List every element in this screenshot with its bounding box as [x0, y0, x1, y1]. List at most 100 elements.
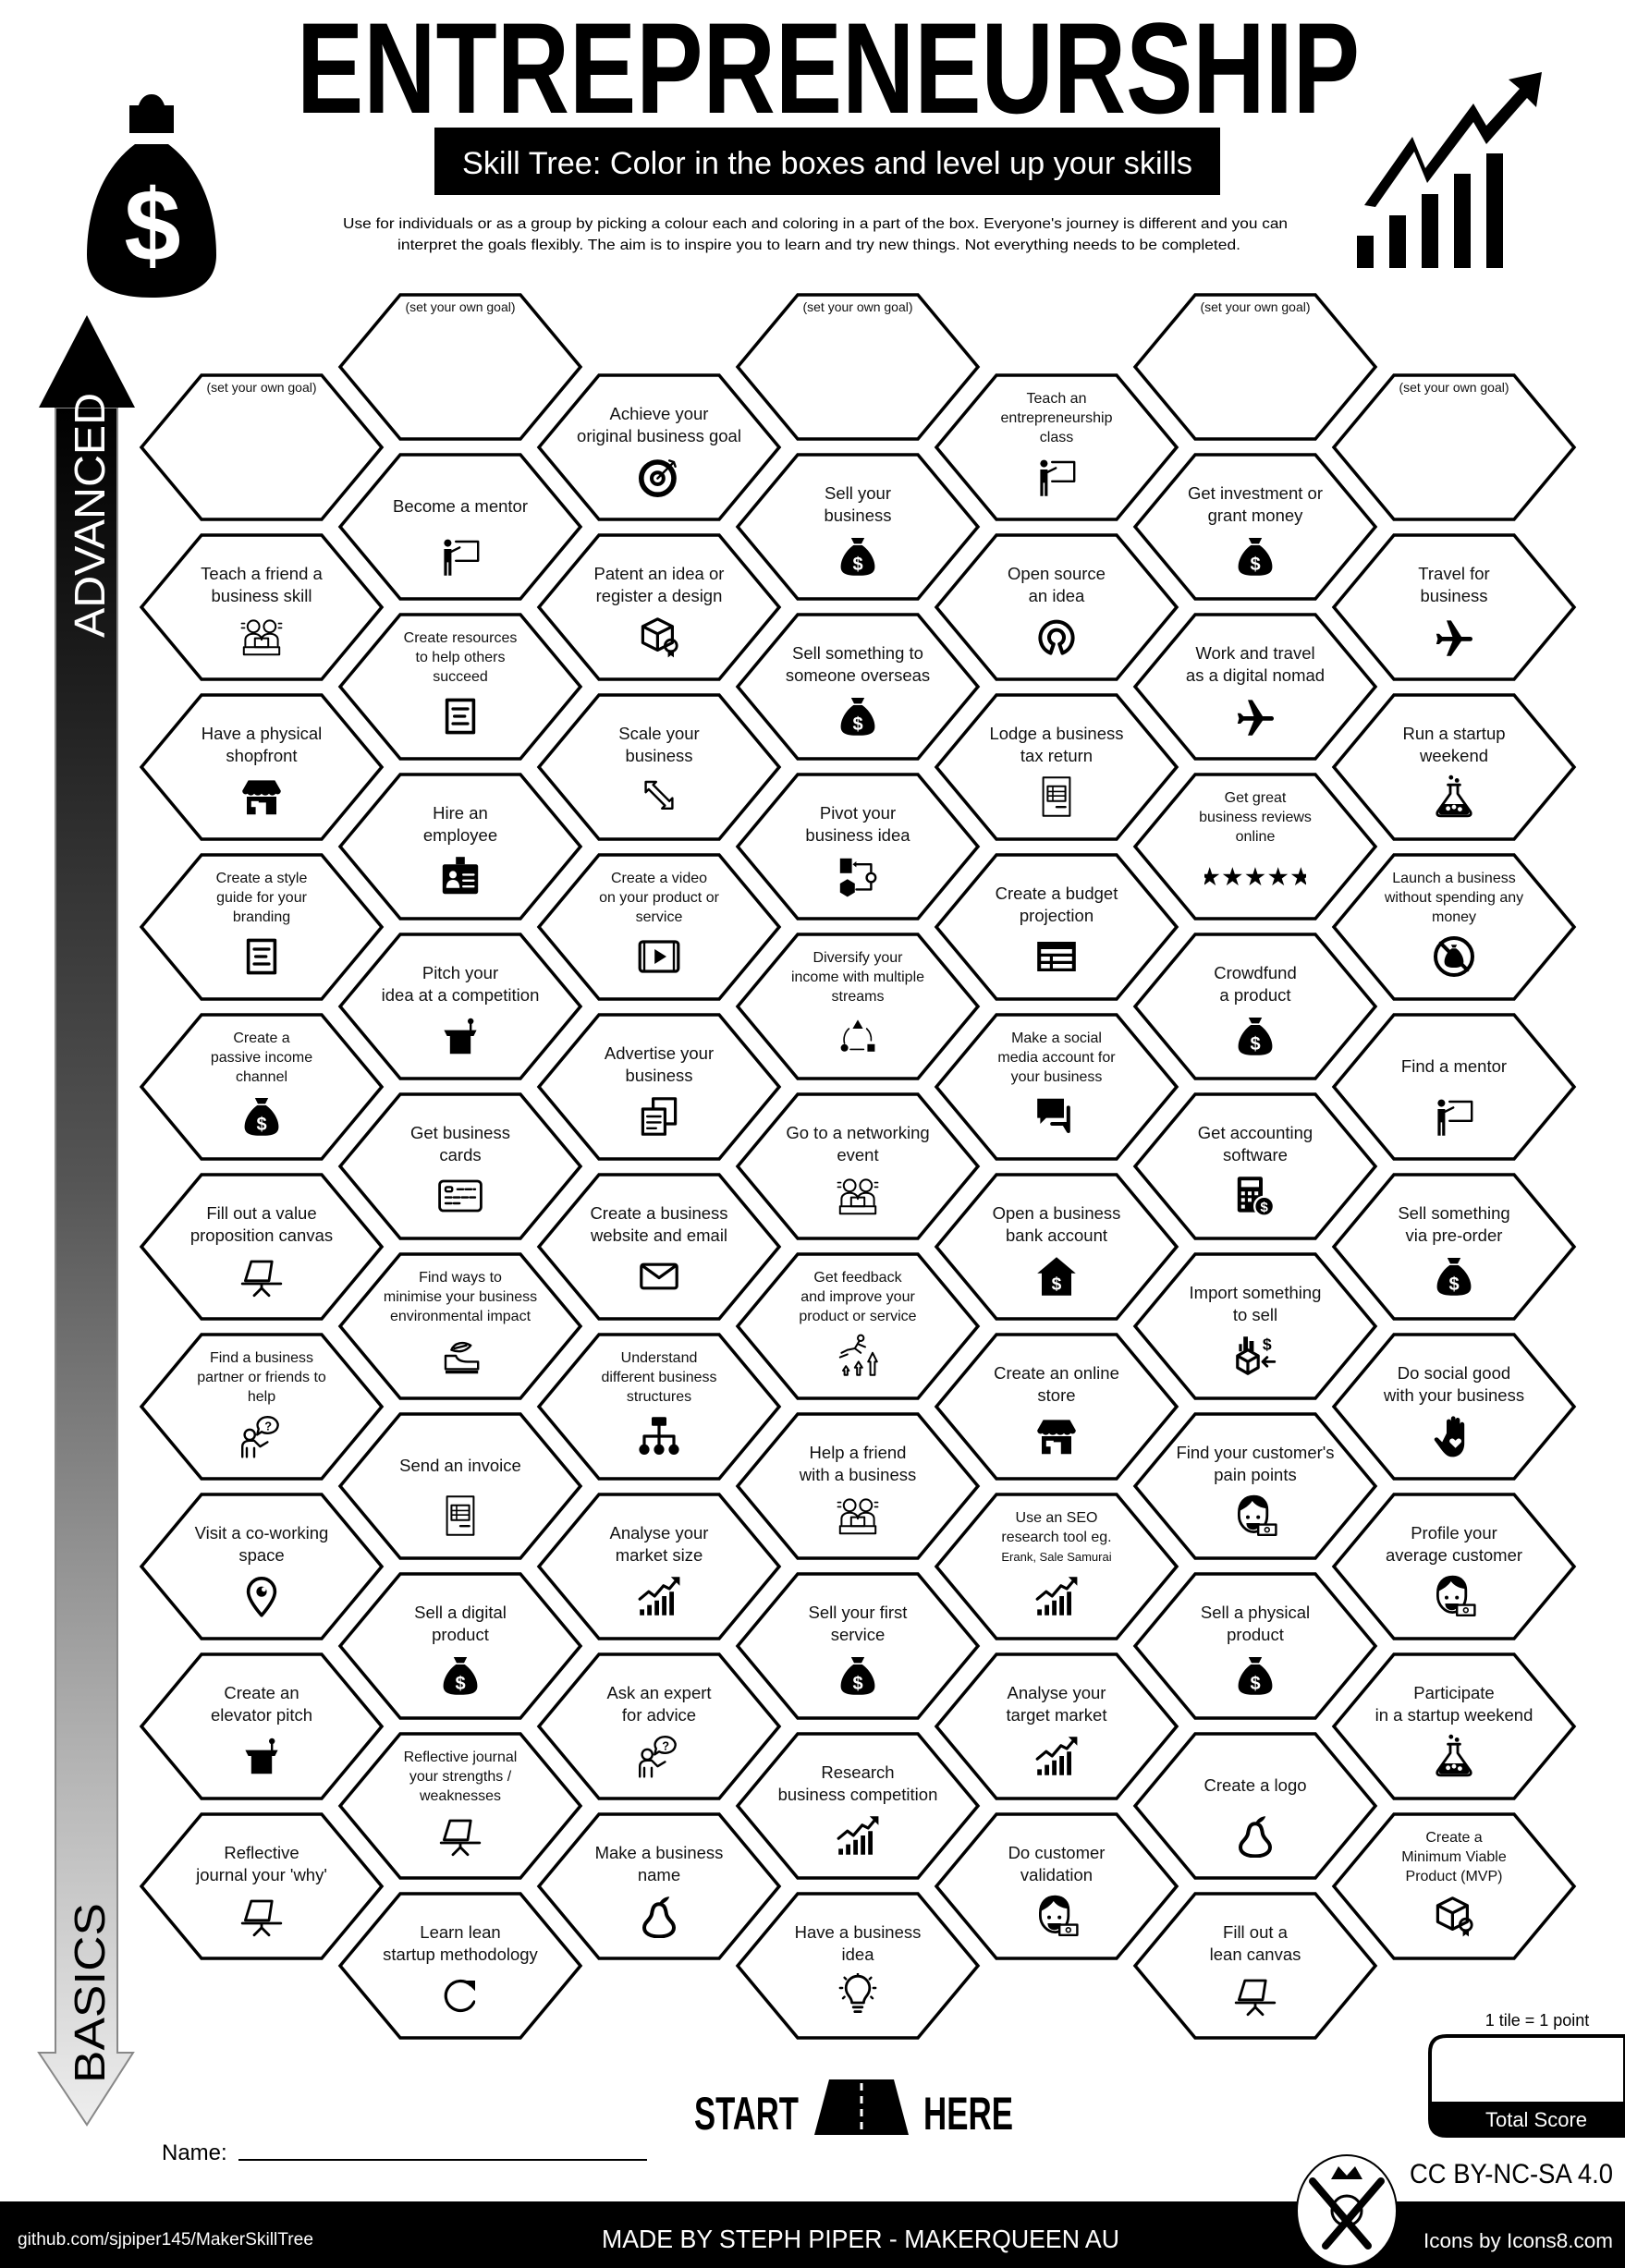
skill-tile[interactable]: Patent an idea or register a design: [536, 533, 782, 681]
skill-tile[interactable]: Run a startup weekend: [1331, 693, 1577, 841]
hex-box[interactable]: [934, 1652, 1179, 1800]
hex-box[interactable]: [139, 1013, 385, 1161]
skill-tile[interactable]: Open source an idea: [934, 533, 1179, 681]
hex-box[interactable]: [735, 1892, 981, 2040]
hex-box[interactable]: [1132, 773, 1378, 921]
hex-box[interactable]: [337, 613, 583, 761]
hex-box[interactable]: [934, 1333, 1179, 1481]
skill-tile[interactable]: Scale your business: [536, 693, 782, 841]
skill-tile[interactable]: Have a physical shopfront: [139, 693, 385, 841]
custom-goal-tile[interactable]: (set your own goal): [1132, 293, 1378, 441]
skill-tile[interactable]: Travel for business: [1331, 533, 1577, 681]
hex-box[interactable]: [1331, 1173, 1577, 1321]
hex-box[interactable]: [1132, 613, 1378, 761]
skill-tile[interactable]: Ask an expert for advice: [536, 1652, 782, 1800]
hex-box[interactable]: [735, 933, 981, 1080]
skill-tile[interactable]: Sell your business: [735, 453, 981, 601]
hex-box[interactable]: [934, 853, 1179, 1001]
hex-box[interactable]: [1331, 853, 1577, 1001]
hex-box[interactable]: [735, 1412, 981, 1560]
skill-tile[interactable]: Become a mentor: [337, 453, 583, 601]
hex-box[interactable]: [1132, 1892, 1378, 2040]
hex-box[interactable]: [735, 453, 981, 601]
hex-box[interactable]: [536, 1013, 782, 1161]
skill-tile[interactable]: Achieve your original business goal: [536, 373, 782, 521]
skill-tile[interactable]: Create a style guide for your branding: [139, 853, 385, 1001]
hex-box[interactable]: [536, 533, 782, 681]
hex-box[interactable]: [1132, 453, 1378, 601]
skill-tile[interactable]: Learn lean startup methodology: [337, 1892, 583, 2040]
hex-box[interactable]: [1331, 1652, 1577, 1800]
skill-tile[interactable]: Get great business reviews online: [1132, 773, 1378, 921]
hex-box[interactable]: [1331, 373, 1577, 521]
hex-box[interactable]: [536, 1173, 782, 1321]
skill-tile[interactable]: Go to a networking event: [735, 1092, 981, 1240]
skill-tile[interactable]: Find a mentor: [1331, 1013, 1577, 1161]
hex-box[interactable]: [337, 453, 583, 601]
custom-goal-tile[interactable]: (set your own goal): [337, 293, 583, 441]
hex-box[interactable]: [139, 1173, 385, 1321]
hex-box[interactable]: [1331, 1333, 1577, 1481]
hex-box[interactable]: [337, 1572, 583, 1720]
hex-box[interactable]: [139, 693, 385, 841]
skill-tile[interactable]: Participate in a startup weekend: [1331, 1652, 1577, 1800]
hex-box[interactable]: [934, 1013, 1179, 1161]
skill-tile[interactable]: Reflective journal your strengths / weakne…: [337, 1732, 583, 1880]
hex-box[interactable]: [1132, 1092, 1378, 1240]
github-link[interactable]: github.com/sjpiper145/MakerSkillTree: [18, 2230, 313, 2250]
hex-box[interactable]: [536, 1812, 782, 1960]
skill-tile[interactable]: Get business cards: [337, 1092, 583, 1240]
skill-tile[interactable]: Diversify your income with multiple stream…: [735, 933, 981, 1080]
hex-box[interactable]: [337, 293, 583, 441]
hex-box[interactable]: [337, 1732, 583, 1880]
hex-box[interactable]: [139, 1812, 385, 1960]
hex-box[interactable]: [337, 1412, 583, 1560]
skill-tile[interactable]: Create a passive income channel: [139, 1013, 385, 1161]
skill-tile[interactable]: Get investment or grant money: [1132, 453, 1378, 601]
hex-box[interactable]: [536, 1333, 782, 1481]
hex-box[interactable]: [934, 1812, 1179, 1960]
skill-tile[interactable]: Teach a friend a business skill: [139, 533, 385, 681]
hex-box[interactable]: [536, 1652, 782, 1800]
hex-box[interactable]: [1331, 1812, 1577, 1960]
skill-tile[interactable]: Make a social media account for your busin…: [934, 1013, 1179, 1161]
skill-tile[interactable]: Sell a digital product: [337, 1572, 583, 1720]
custom-goal-tile[interactable]: (set your own goal): [735, 293, 981, 441]
skill-tile[interactable]: Find a business partner or friends to help: [139, 1333, 385, 1481]
hex-box[interactable]: [1132, 1412, 1378, 1560]
custom-goal-tile[interactable]: (set your own goal): [139, 373, 385, 521]
hex-box[interactable]: [735, 1732, 981, 1880]
skill-tile[interactable]: Crowdfund a product: [1132, 933, 1378, 1080]
skill-tile[interactable]: Sell your first service: [735, 1572, 981, 1720]
hex-box[interactable]: [1132, 1252, 1378, 1400]
hex-box[interactable]: [1331, 693, 1577, 841]
skill-tile[interactable]: Pitch your idea at a competition: [337, 933, 583, 1080]
skill-tile[interactable]: Visit a co-working space: [139, 1493, 385, 1640]
hex-box[interactable]: [337, 773, 583, 921]
hex-box[interactable]: [1132, 293, 1378, 441]
skill-tile[interactable]: Send an invoice: [337, 1412, 583, 1560]
skill-tile[interactable]: Advertise your business: [536, 1013, 782, 1161]
skill-tile[interactable]: Use an SEO research tool eg. Erank, Sale S…: [934, 1493, 1179, 1640]
skill-tile[interactable]: Research business competition: [735, 1732, 981, 1880]
hex-box[interactable]: [536, 1493, 782, 1640]
hex-box[interactable]: [139, 1493, 385, 1640]
skill-tile[interactable]: Do customer validation: [934, 1812, 1179, 1960]
hex-box[interactable]: [139, 1652, 385, 1800]
hex-box[interactable]: [735, 1572, 981, 1720]
skill-tile[interactable]: Create a budget projection: [934, 853, 1179, 1001]
hex-box[interactable]: [536, 693, 782, 841]
hex-box[interactable]: [934, 1173, 1179, 1321]
hex-box[interactable]: [735, 1092, 981, 1240]
hex-box[interactable]: [337, 933, 583, 1080]
skill-tile[interactable]: Analyse your target market: [934, 1652, 1179, 1800]
hex-box[interactable]: [536, 853, 782, 1001]
